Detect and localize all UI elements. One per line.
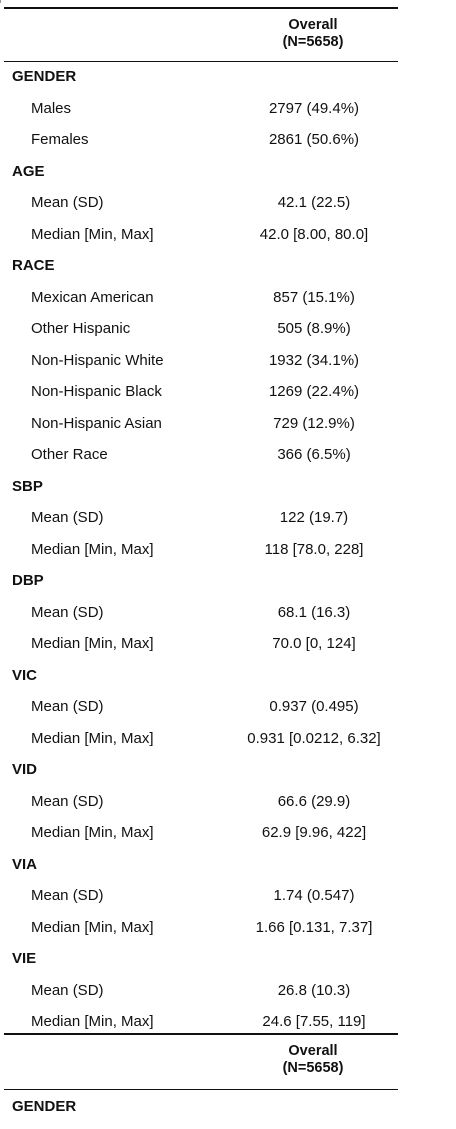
table-row: Mean (SD) 68.1 (16.3) xyxy=(0,598,400,629)
section-label: VIC xyxy=(12,666,38,684)
row-value: 66.6 (29.9) xyxy=(277,792,351,810)
row-value: 62.9 [9.96, 422] xyxy=(261,824,367,841)
repeat-section-row: GENDER xyxy=(0,1092,400,1123)
table-row: Mean (SD) 26.8 (10.3) xyxy=(0,976,400,1007)
row-label: Mean (SD) xyxy=(31,698,104,715)
row-label: Median [Min, Max] xyxy=(31,918,154,936)
section-label: GENDER xyxy=(12,68,77,85)
row-label: Other Race xyxy=(31,446,108,463)
table-row: Mean (SD) 0.937 (0.495) xyxy=(0,692,400,723)
row-value: 729 (12.9%) xyxy=(273,414,355,432)
row-label: Mean (SD) xyxy=(31,981,104,999)
section-label: SBP xyxy=(12,477,43,495)
row-value: 118 [78.0, 228] xyxy=(264,540,364,558)
repeat-overall-column-header: Overall (N=5658) xyxy=(228,1043,398,1077)
row-value: 42.1 (22.5) xyxy=(277,194,351,211)
row-label: Mean (SD) xyxy=(31,792,104,810)
section-row: GENDER xyxy=(0,62,400,93)
section-label: DBP xyxy=(12,572,44,589)
section-label: VIE xyxy=(12,950,37,967)
row-value: 68.1 (16.3) xyxy=(277,603,351,621)
row-value: 1932 (34.1%) xyxy=(268,351,360,369)
row-label: Females xyxy=(31,131,89,148)
table-row: Females 2861 (50.6%) xyxy=(0,125,400,156)
row-label: Non-Hispanic Black xyxy=(31,383,162,400)
row-value: 42.0 [8.00, 80.0] xyxy=(259,225,369,243)
row-value: 0.931 [0.0212, 6.32] xyxy=(247,729,381,747)
table-row: Median [Min, Max] 1.66 [0.131, 7.37] xyxy=(0,913,400,944)
table-row: Non-Hispanic White 1932 (34.1%) xyxy=(0,346,400,377)
row-value: 505 (8.9%) xyxy=(277,320,351,337)
table-top-rule xyxy=(4,7,398,9)
table-row: Males 2797 (49.4%) xyxy=(0,94,400,125)
table-row: Other Race 366 (6.5%) xyxy=(0,440,400,471)
repeat-section-label: GENDER xyxy=(12,1098,77,1115)
row-label: Median [Min, Max] xyxy=(31,225,154,243)
row-value: 2797 (49.4%) xyxy=(268,99,360,117)
table-row: Mean (SD) 122 (19.7) xyxy=(0,503,400,534)
section-row: SBP xyxy=(0,472,400,503)
section-label: VID xyxy=(12,761,38,778)
repeat-header-bottom-rule xyxy=(4,1089,398,1090)
repeat-overall-header-n: (N=5658) xyxy=(282,1060,344,1076)
row-label: Mexican American xyxy=(31,288,154,306)
header-bottom-rule xyxy=(4,61,398,62)
row-value: 26.8 (10.3) xyxy=(277,981,351,999)
table-row: Non-Hispanic Asian 729 (12.9%) xyxy=(0,409,400,440)
table-row: Median [Min, Max] 0.931 [0.0212, 6.32] xyxy=(0,724,400,755)
table-row: Median [Min, Max] 70.0 [0, 124] xyxy=(0,629,400,660)
table-row: Non-Hispanic Black 1269 (22.4%) xyxy=(0,377,400,408)
table-row: Mean (SD) 1.74 (0.547) xyxy=(0,881,400,912)
row-label: Median [Min, Max] xyxy=(31,635,154,652)
row-label: Mean (SD) xyxy=(31,603,104,621)
table-row: Mexican American 857 (15.1%) xyxy=(0,283,400,314)
row-label: Median [Min, Max] xyxy=(31,540,154,558)
row-label: Median [Min, Max] xyxy=(31,729,154,747)
row-value: 366 (6.5%) xyxy=(277,446,351,463)
row-value: 2861 (50.6%) xyxy=(268,131,360,148)
table-row: Other Hispanic 505 (8.9%) xyxy=(0,314,400,345)
row-value: 122 (19.7) xyxy=(279,509,349,526)
section-row: AGE xyxy=(0,157,400,188)
row-label: Mean (SD) xyxy=(31,887,104,904)
row-label: Median [Min, Max] xyxy=(31,824,154,841)
row-label: Males xyxy=(31,99,72,117)
table-row: Median [Min, Max] 24.6 [7.55, 119] xyxy=(0,1007,400,1038)
row-label: Mean (SD) xyxy=(31,509,104,526)
row-label: Median [Min, Max] xyxy=(31,1013,154,1030)
row-label: Non-Hispanic Asian xyxy=(31,414,162,432)
row-label: Non-Hispanic White xyxy=(31,351,164,369)
overall-column-header: Overall (N=5658) xyxy=(228,17,398,51)
row-value: 1.74 (0.547) xyxy=(273,887,355,904)
corner-mark xyxy=(0,0,4,3)
row-value: 1.66 [0.131, 7.37] xyxy=(255,918,373,936)
overall-header-label: Overall xyxy=(288,17,338,33)
row-value: 857 (15.1%) xyxy=(273,288,355,306)
section-row: VID xyxy=(0,755,400,786)
row-value: 24.6 [7.55, 119] xyxy=(262,1013,366,1030)
table-row: Median [Min, Max] 118 [78.0, 228] xyxy=(0,535,400,566)
table-row: Median [Min, Max] 62.9 [9.96, 422] xyxy=(0,818,400,849)
row-value: 1269 (22.4%) xyxy=(268,383,360,400)
overall-header-n: (N=5658) xyxy=(282,34,344,50)
table-bottom-rule xyxy=(4,1033,398,1035)
section-row: VIC xyxy=(0,661,400,692)
row-label: Other Hispanic xyxy=(31,320,131,337)
row-value: 0.937 (0.495) xyxy=(269,698,359,715)
row-value: 70.0 [0, 124] xyxy=(272,635,356,652)
table-row: Mean (SD) 42.1 (22.5) xyxy=(0,188,400,219)
section-row: DBP xyxy=(0,566,400,597)
section-label: VIA xyxy=(12,855,38,873)
table-row: Mean (SD) 66.6 (29.9) xyxy=(0,787,400,818)
section-row: RACE xyxy=(0,251,400,282)
repeat-overall-header-label: Overall xyxy=(288,1043,338,1059)
section-row: VIA xyxy=(0,850,400,881)
row-label: Mean (SD) xyxy=(31,194,104,211)
table-row: Median [Min, Max] 42.0 [8.00, 80.0] xyxy=(0,220,400,251)
section-label: RACE xyxy=(12,257,55,274)
section-row: VIE xyxy=(0,944,400,975)
section-label: AGE xyxy=(12,162,45,180)
